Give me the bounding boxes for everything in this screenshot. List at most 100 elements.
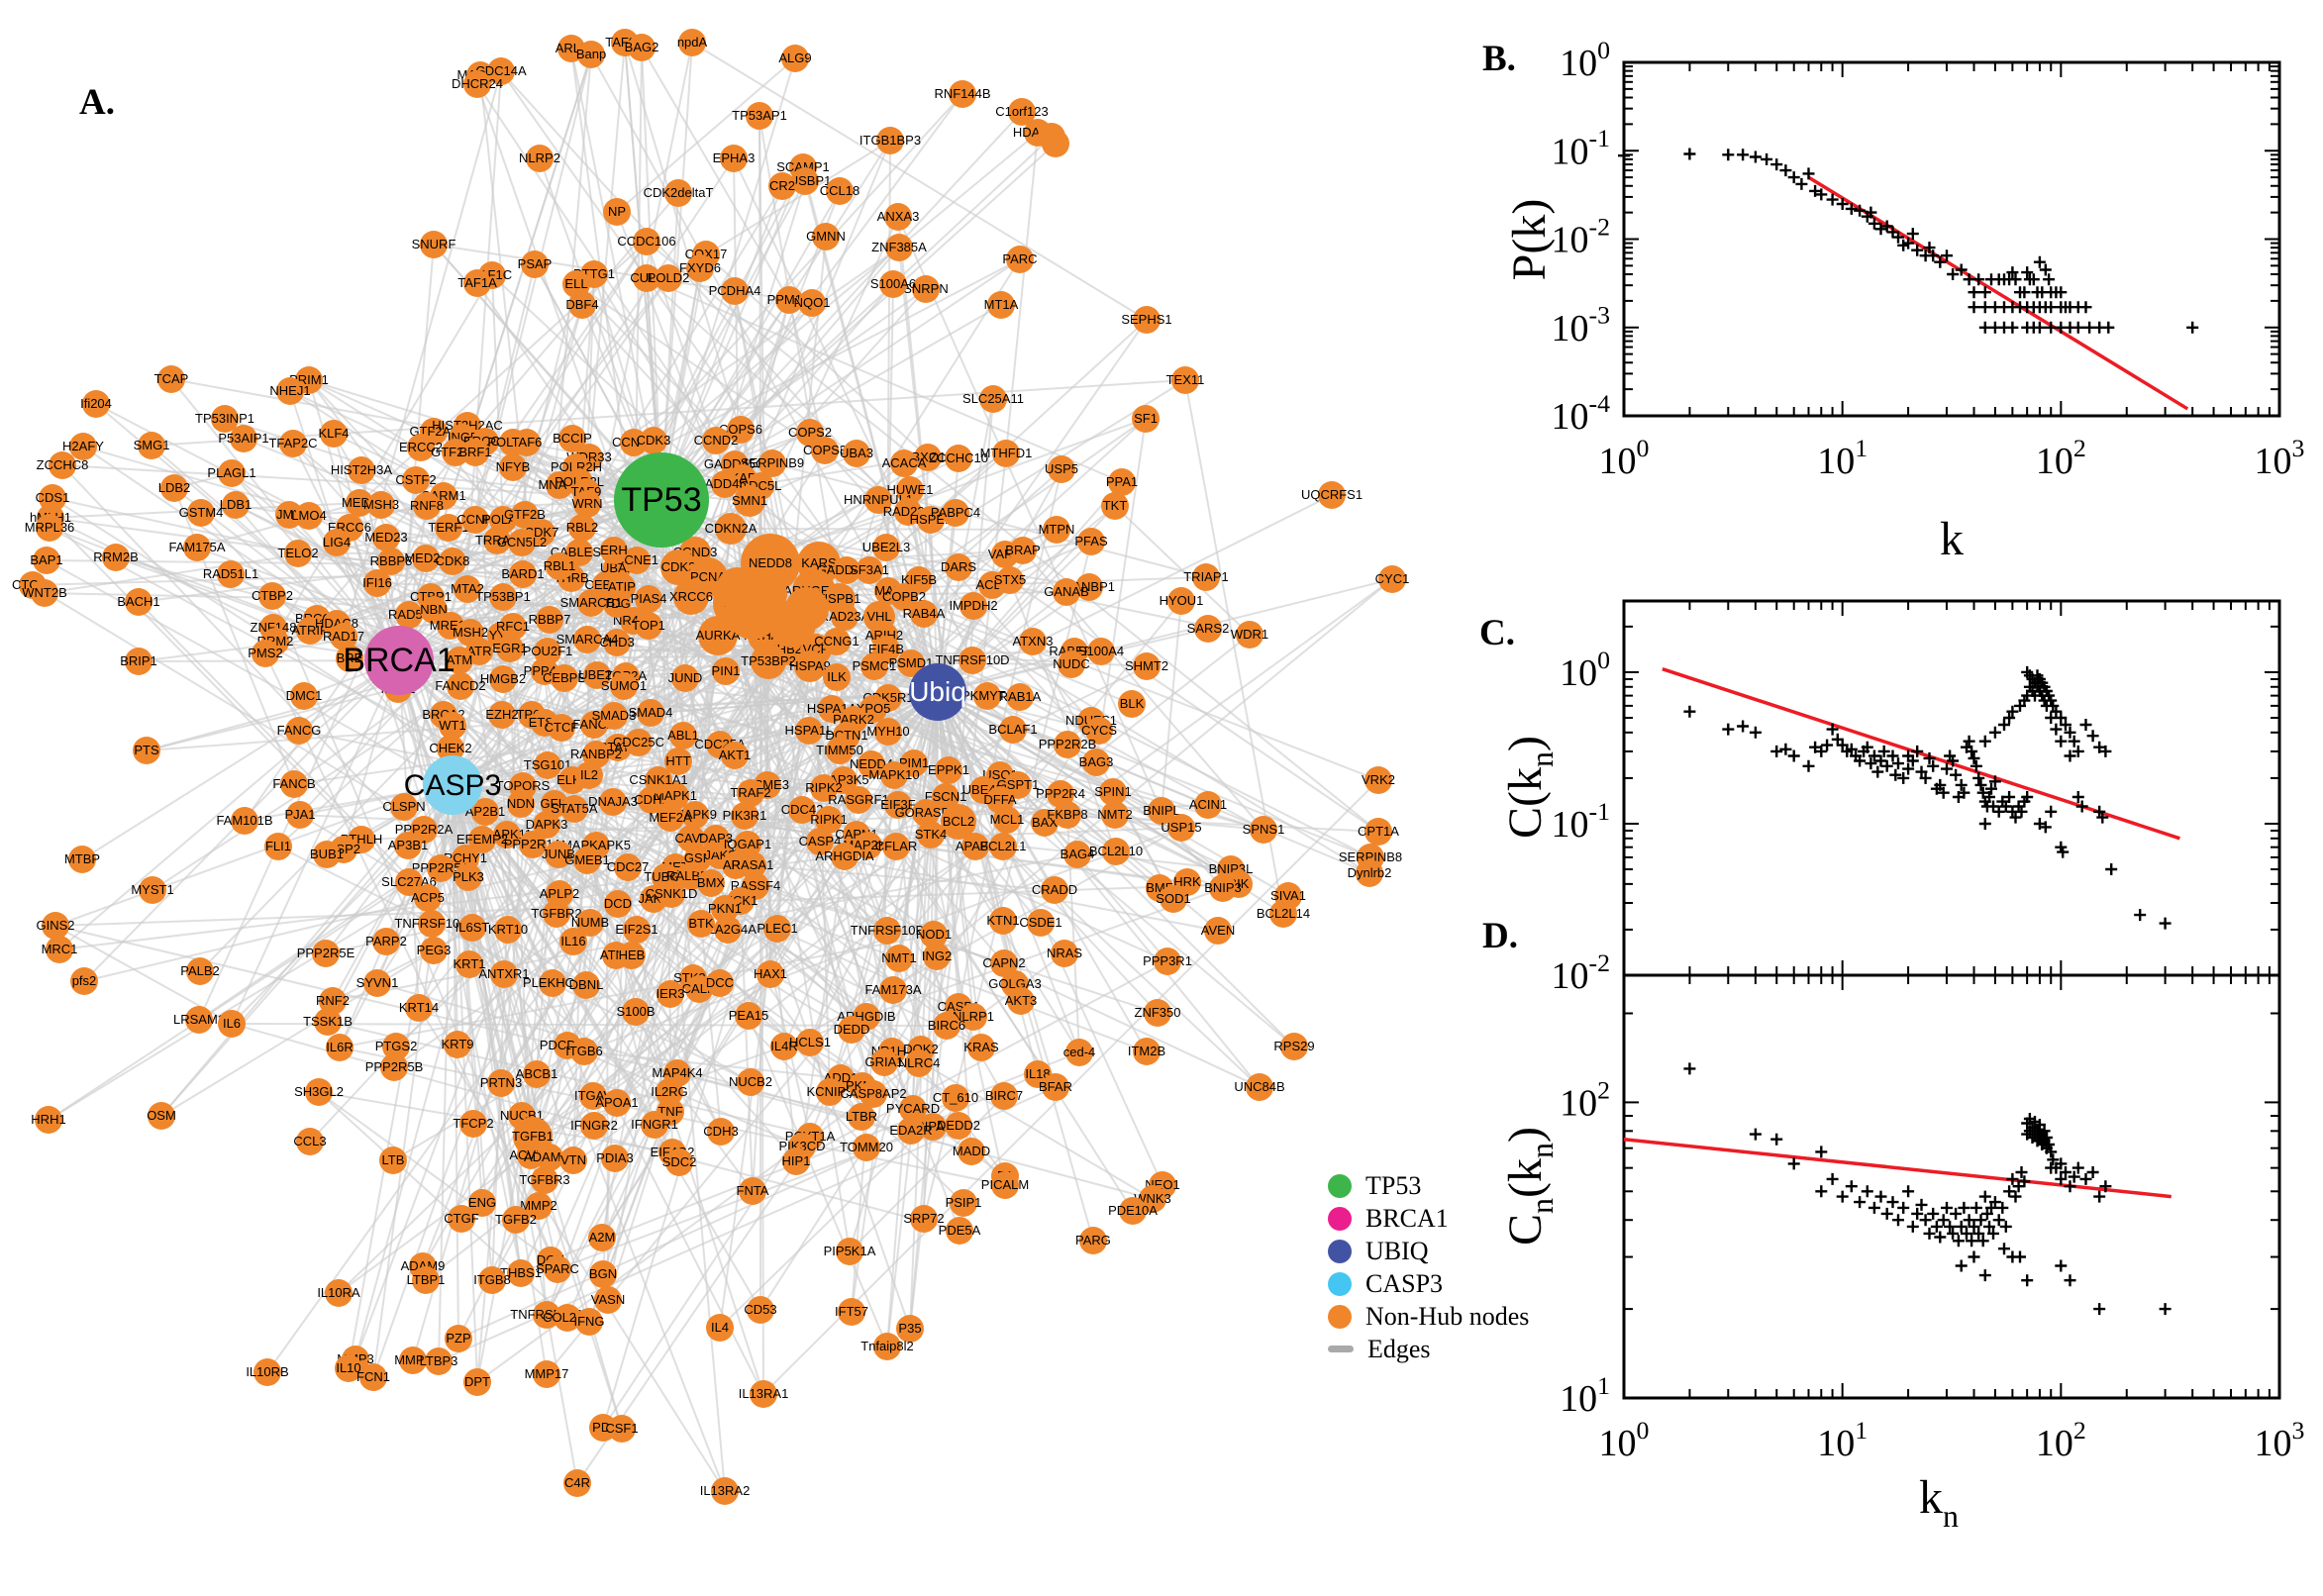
network-node-label: ERCC2 [399,440,443,454]
network-node-label: POU2F1 [523,644,573,658]
network-node-label: JUNB [542,847,575,861]
network-node-label: MMP17 [525,1366,569,1381]
network-node: CASP4 [799,828,841,855]
network-node: CCDC106 [617,228,676,255]
network-node-label: RAB1A [999,689,1042,704]
network-node: DCC [706,969,734,997]
network-node: APOA1 [595,1089,639,1117]
network-node-label: UBE2I [578,667,616,682]
network-node-label: S100B [616,1004,655,1019]
network-node: BRIP1 [120,648,157,675]
network-node-label: GORASP2 [895,805,958,820]
network-node-label: RASGRF1 [828,792,888,807]
network-node-label: CHD3 [599,635,634,649]
network-node-label: HNRNPUL1 [844,492,913,507]
legend-node-swatch [1328,1206,1352,1231]
network-node: CDK3 [637,427,670,454]
network-node-label: BCL2 [943,814,975,829]
network-node: RAB4A [903,600,946,628]
network-node-label: PICALM [981,1177,1029,1192]
network-node-label: USP15 [1161,820,1201,835]
network-node: BFAR [1039,1073,1072,1101]
network-node-label: CAV1 [675,831,708,846]
network-node-label: ZNF148 [251,620,297,635]
network-node-label: RPS29 [1273,1039,1314,1053]
network-node-label: IFNG [573,1314,604,1329]
network-node: NUCB2 [729,1068,772,1096]
network-node-label: BAG3 [1079,754,1114,769]
network-node-label: TP53INP1 [195,411,254,426]
network-node: PIN1 [712,657,740,685]
network-node-label: THBS1 [500,1265,542,1280]
network-node-label: ACIN1 [1189,797,1227,812]
network-node: DAP3 [699,825,733,852]
network-node: PIP5K1A [824,1238,876,1265]
network-node-label: CSTF2 [395,472,436,487]
network-node-label: CTGF [444,1211,478,1226]
network-node-label: DAPK3 [526,817,568,832]
network-node-label: ACP5 [411,890,445,905]
network-node-label: PARC [1002,251,1037,266]
network-node-label: KRT10 [488,922,528,937]
axis-tick-label: 10-3 [1551,301,1610,349]
network-node-label: IL10RB [246,1364,288,1379]
network-node-label: EIF4B [868,642,904,656]
network-node-label: BNIP3 [1204,880,1242,895]
network-node: BCL2L1 [980,833,1026,860]
network-node-label: IL4 [711,1320,729,1335]
network-node: RANBP2 [570,741,622,768]
network-node: SMAD4 [629,699,672,727]
network-node: CCL18 [820,177,859,205]
network-node: PTGS2 [375,1033,417,1060]
network-node-label: LMO4 [291,508,326,523]
network-node-label: PCDHA4 [709,283,761,298]
network-node: ITGB1BP3 [859,127,921,154]
network-node-label: VRK2 [1362,772,1395,787]
network-node-label: IL2 [580,767,598,782]
network-node-label: DCC [706,975,734,990]
network-node: BACH1 [117,588,160,616]
axis-tick-label: 10-2 [1551,948,1610,997]
network-node: CDKN2A [705,513,758,545]
network-node-label: TIMM50 [816,743,863,757]
network-node-label: Banp [576,47,606,61]
network-node-label: KIF5B [901,572,937,587]
network-node-label: MTPN [1039,522,1075,537]
network-node: BCL2 [941,804,976,840]
network-node-label: FCN1 [356,1369,390,1384]
network-node-label: NHEJ1 [269,383,310,398]
network-node-label: ATM [447,652,472,667]
network-node: RIPK1 [810,806,848,834]
panel-label-d: D. [1482,916,1518,956]
axis-tick-label: 102 [1560,1075,1610,1124]
network-node: TAF6 [512,429,542,456]
network-node: BLK [1118,690,1146,718]
network-node: ITM2B [1128,1038,1165,1065]
network-node-label: MEF2A [649,810,692,825]
network-node-label: IFNGR1 [631,1117,678,1132]
network-node: AP2B1 [465,798,505,826]
network-node-label: ARHGDIA [815,848,874,863]
network-node-label: EIF3F [880,797,915,812]
network-node: PSIP1 [946,1189,981,1217]
network-node-label: MAPKAPK5 [561,838,631,852]
network-node: IL2RG [651,1078,688,1106]
network-node: S100A4 [1078,638,1124,665]
axis-tick-label: 10-1 [1551,124,1610,172]
network-node-label: NUDC [1053,656,1090,671]
network-node: WDR1 [1231,621,1268,648]
network-node-label: MMP9 [394,1352,432,1367]
network-node: MRPL36 [25,514,75,542]
network-node-label: MRPL36 [25,520,75,535]
network-node-label: TRAF2 [730,785,770,800]
network-node: PSMD1 [889,649,933,677]
network-node-label: GADD45A [695,476,756,491]
network-node-label: IFT57 [835,1304,868,1319]
network-node: PSAP [518,250,552,278]
network-node-label: TGFB1 [512,1129,554,1144]
network-node-label: IL18 [1025,1066,1050,1081]
network-node-label: BACH1 [117,594,159,609]
network-node-label: KCNIP3 [807,1084,854,1099]
network-node: TGFBR2 [531,900,582,928]
network-node-label: PLAGL1 [207,465,255,480]
